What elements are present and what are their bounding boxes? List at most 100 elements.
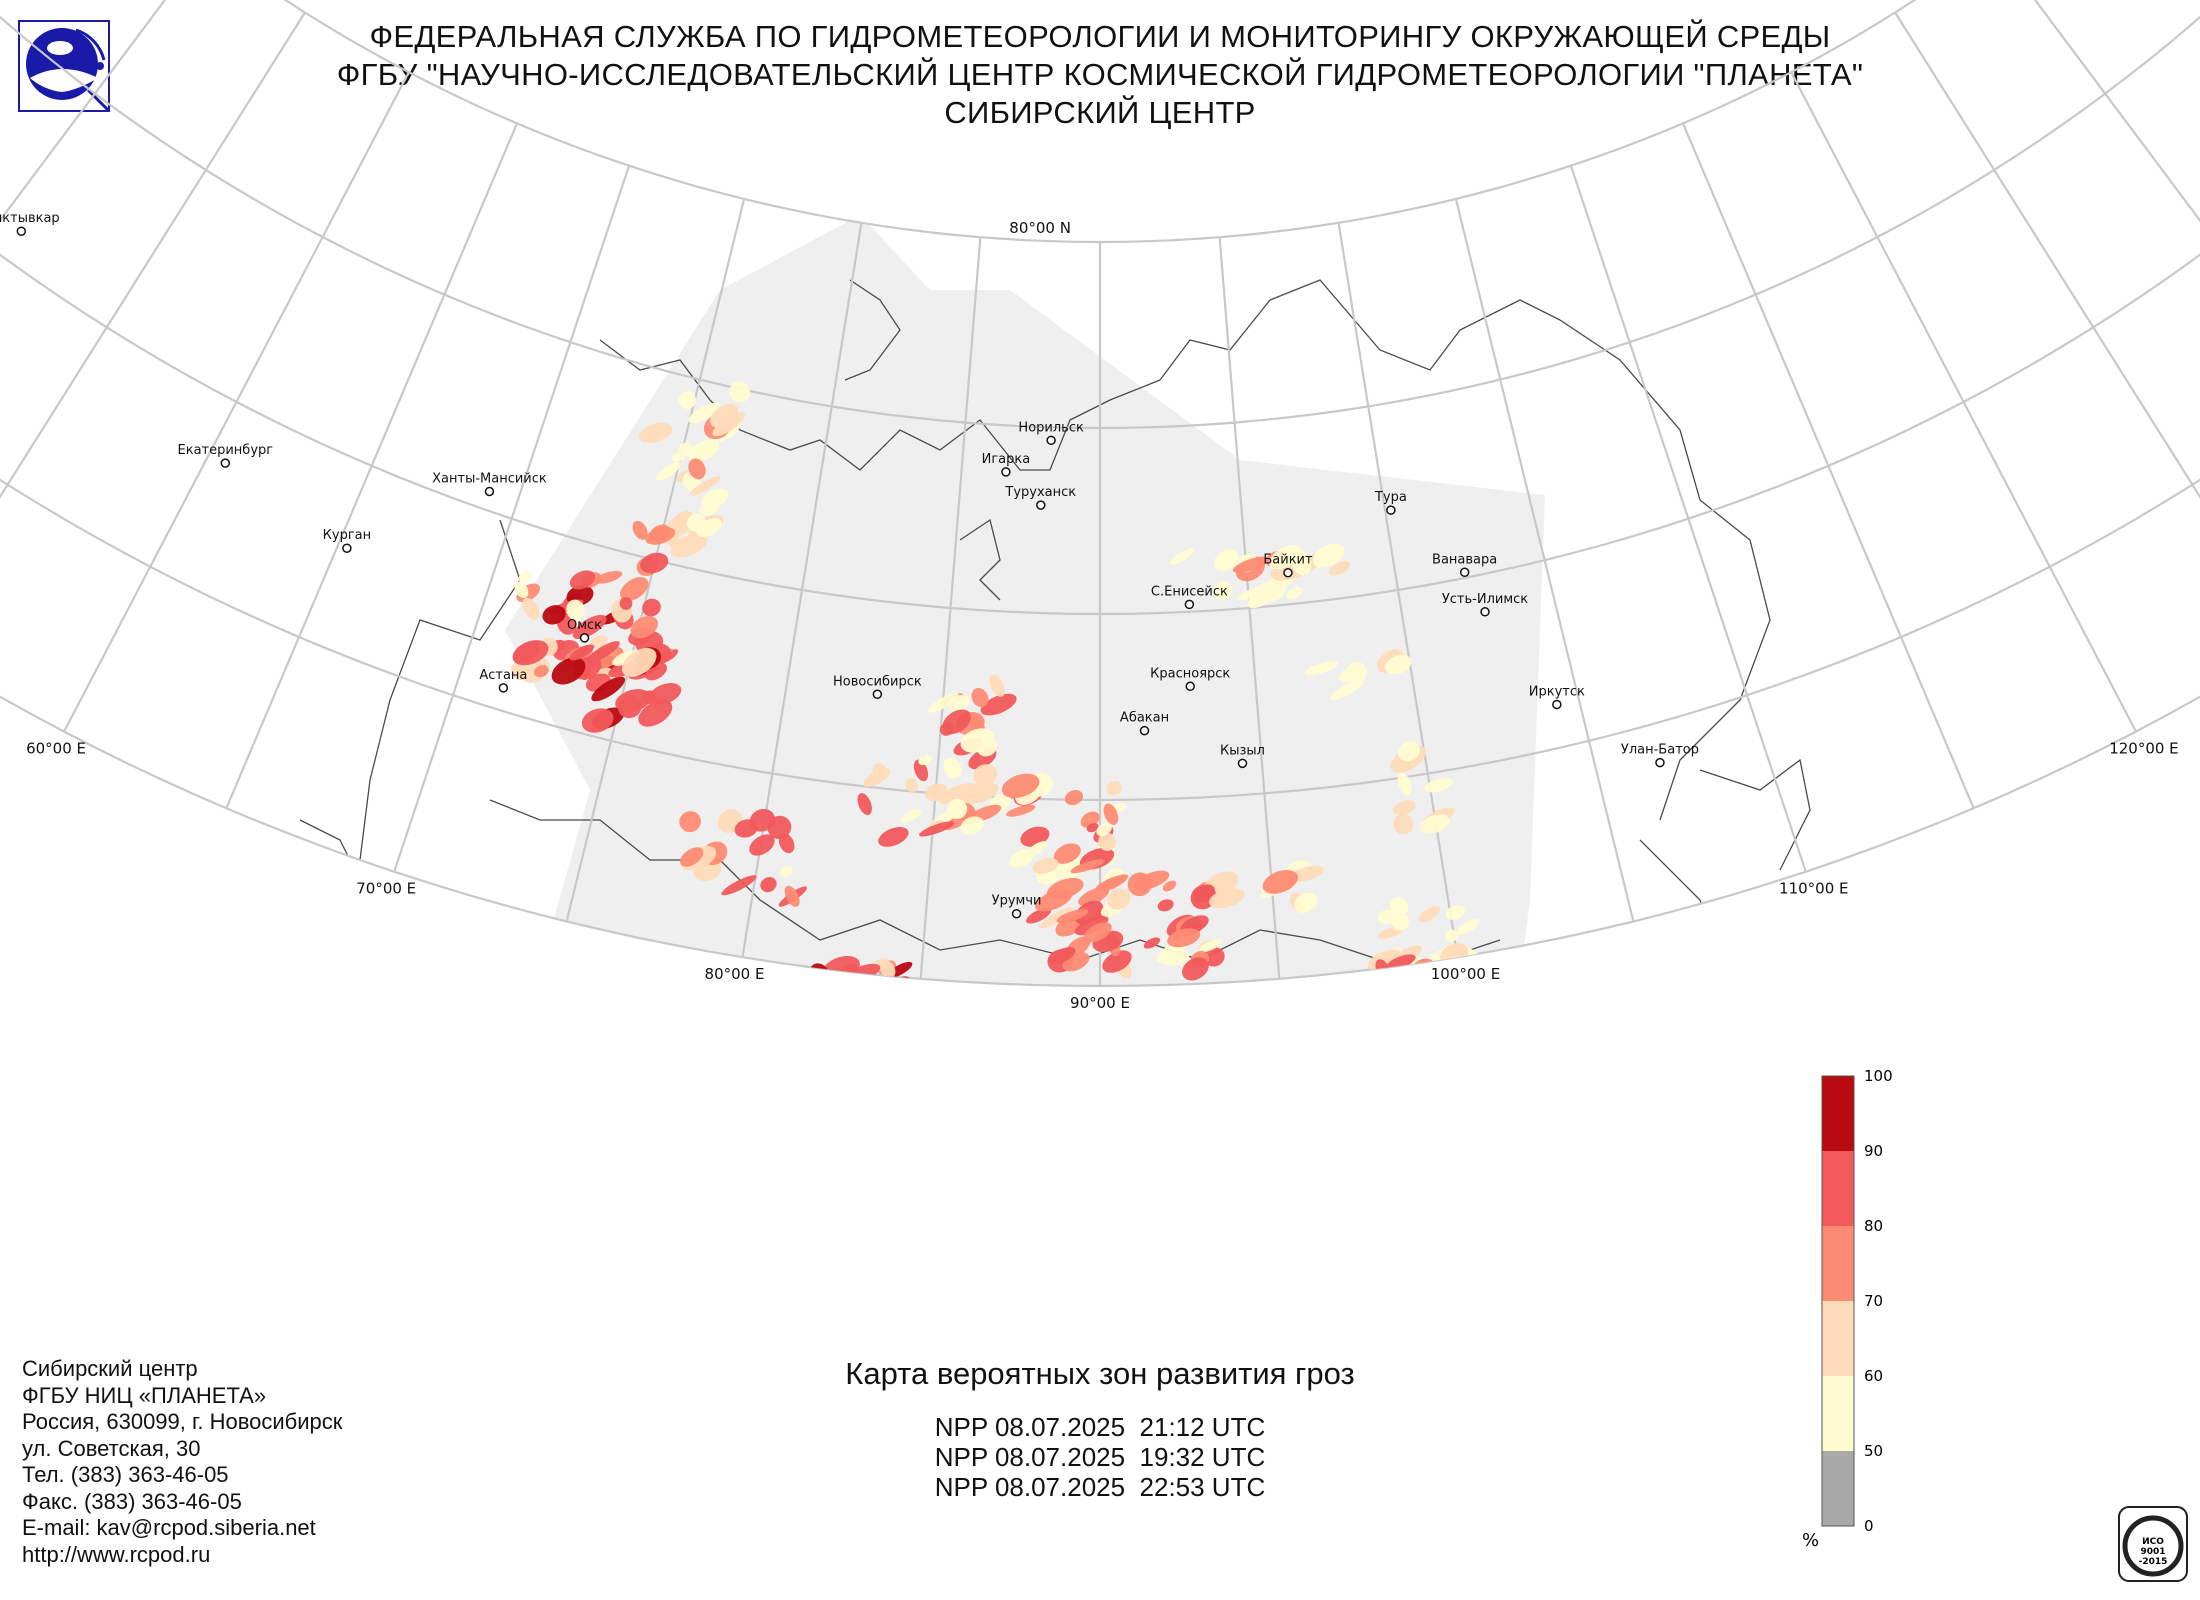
storm-zone	[900, 808, 922, 823]
city-dot	[1480, 607, 1490, 617]
city-marker: Иркутск	[1529, 685, 1585, 710]
legend-swatch	[1822, 1301, 1854, 1376]
storm-zone	[970, 1198, 988, 1218]
storm-zone	[1414, 1107, 1435, 1127]
contact-line-1: Сибирский центр	[22, 1356, 198, 1381]
storm-zone	[782, 1203, 821, 1226]
city-marker: Омск	[567, 618, 602, 643]
storm-zone	[1386, 1013, 1416, 1033]
storm-zone	[1456, 919, 1480, 935]
storm-zone	[734, 819, 758, 838]
storm-zone	[871, 1041, 888, 1055]
city-dot	[1386, 505, 1396, 515]
city-marker: Астана	[479, 668, 527, 693]
storm-zone	[1375, 1064, 1397, 1084]
storm-zone	[533, 665, 549, 678]
city-dot	[872, 689, 883, 700]
storm-zone	[1407, 1051, 1441, 1077]
city-label: Омск	[567, 618, 602, 633]
storm-zone	[850, 1043, 869, 1067]
legend-swatch	[1822, 1376, 1854, 1451]
storm-zone	[859, 1119, 881, 1144]
storm-zone	[774, 1104, 803, 1130]
storm-zone	[778, 1003, 823, 1044]
storm-zone	[757, 1169, 777, 1189]
storm-zone	[1438, 1110, 1458, 1135]
storm-zone	[1209, 888, 1245, 909]
storm-zone	[569, 644, 595, 661]
city-label: Туруханск	[1004, 485, 1076, 500]
storm-zone	[697, 1066, 738, 1102]
meridian-line	[741, 222, 863, 958]
storm-zone	[749, 834, 775, 856]
storm-zone	[678, 442, 694, 457]
storm-zone	[1143, 937, 1161, 949]
storm-zone	[983, 1199, 1011, 1226]
storm-zone	[1445, 929, 1458, 942]
city-markers: АрхангельскСыктывкарКазаньЕкатеринбургКу…	[0, 211, 1699, 919]
storm-zone	[832, 1039, 871, 1070]
storm-zone	[753, 1169, 784, 1196]
storm-zone	[850, 1029, 877, 1053]
storm-zone	[947, 1186, 970, 1207]
thunderstorm-zones	[497, 381, 1484, 1226]
storm-zone	[1385, 654, 1412, 675]
storm-zone	[946, 798, 968, 820]
storm-zone	[1419, 1055, 1436, 1073]
city-dot	[1655, 757, 1665, 768]
storm-zone	[880, 960, 896, 979]
city-marker: Ханты-Мансийск	[432, 471, 547, 497]
storm-zone	[780, 1034, 802, 1052]
storm-zone	[1329, 560, 1351, 576]
map-title: Карта вероятных зон развития гроз	[845, 1356, 1355, 1391]
coast-border-line	[330, 1000, 560, 1080]
storm-zone	[980, 693, 1017, 716]
storm-zone	[1424, 1108, 1458, 1140]
storm-zone	[1399, 1121, 1434, 1145]
storm-zone	[1384, 1115, 1416, 1145]
city-label: Курган	[323, 528, 371, 543]
storm-zone	[772, 1104, 794, 1121]
coast-border-line	[559, 969, 941, 986]
storm-zone	[784, 885, 800, 907]
legend-tick-label: 0	[1864, 1517, 1874, 1535]
meridian-line	[1569, 165, 1807, 873]
storm-zone	[1437, 1080, 1470, 1109]
lon-label: 70°00 E	[356, 880, 416, 898]
storm-zone	[811, 1156, 844, 1183]
city-dot	[484, 486, 495, 497]
storm-zone	[1390, 896, 1409, 916]
storm-zone	[1459, 1108, 1484, 1129]
storm-zone	[630, 615, 658, 639]
storm-zone	[590, 635, 608, 648]
storm-zone	[882, 1000, 901, 1017]
storm-zone	[760, 876, 777, 893]
city-label: Екатеринбург	[178, 443, 274, 458]
contact-info: Сибирский центр ФГБУ НИЦ «ПЛАНЕТА» Росси…	[22, 1356, 342, 1568]
storm-zone	[1453, 1134, 1475, 1159]
storm-zone	[1412, 1107, 1431, 1123]
storm-zone	[1048, 946, 1076, 965]
storm-zone	[926, 1058, 953, 1074]
storm-zone	[1247, 584, 1279, 609]
storm-zone	[768, 1084, 803, 1114]
city-marker: Урумчи	[992, 894, 1041, 919]
coast-border-line	[599, 339, 711, 401]
storm-zone	[1101, 1021, 1126, 1039]
storm-zone	[642, 598, 661, 617]
storm-zone	[497, 1000, 531, 1029]
storm-zone	[1006, 804, 1036, 817]
city-dot	[498, 683, 509, 693]
storm-zone	[1445, 1011, 1483, 1031]
storm-zone	[1056, 909, 1089, 924]
storm-zone	[542, 605, 566, 625]
storm-zone	[640, 552, 669, 574]
storm-zone	[1035, 889, 1073, 912]
storm-zone	[916, 1084, 956, 1116]
city-marker: Игарка	[982, 452, 1030, 477]
storm-zone	[907, 1051, 930, 1066]
storm-zone	[857, 793, 872, 816]
storm-zone	[1431, 1048, 1454, 1068]
storm-zone	[619, 597, 633, 610]
storm-zone	[1262, 869, 1298, 894]
